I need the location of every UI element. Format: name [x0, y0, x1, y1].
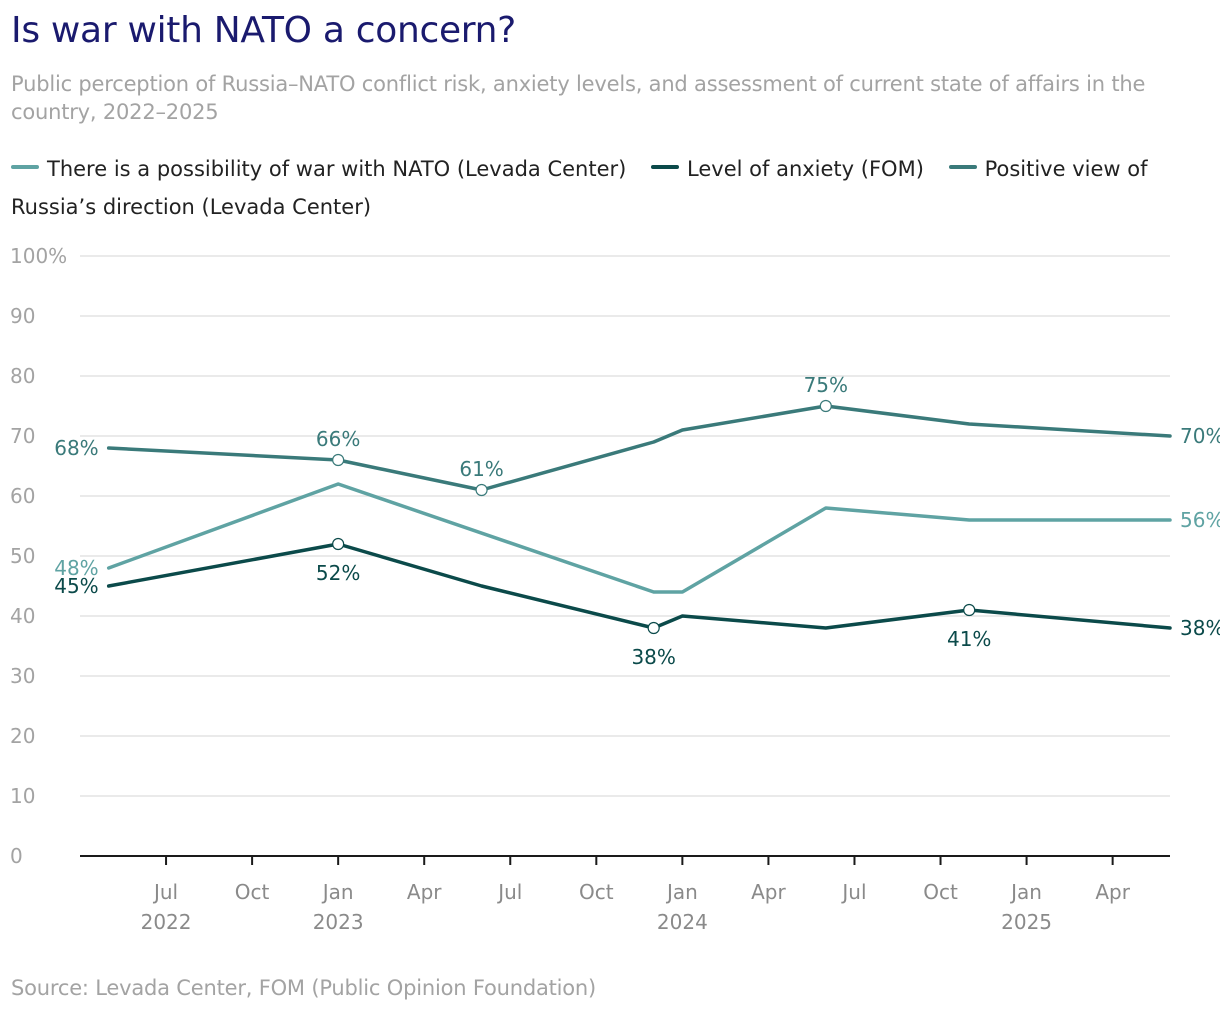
data-point-marker	[332, 537, 345, 551]
x-tick-label: Jan	[321, 880, 354, 904]
x-tick-year-label: 2023	[313, 910, 364, 934]
x-tick-label: Apr	[751, 880, 786, 904]
data-point-marker	[332, 453, 345, 467]
legend-label-war-nato: There is a possibility of war with NATO …	[47, 157, 627, 181]
data-label-positive: 75%	[804, 373, 848, 397]
y-tick-label: 50	[10, 544, 35, 568]
x-tick-label: Jul	[152, 880, 178, 904]
x-tick-label: Oct	[235, 880, 270, 904]
series-line-positive	[106, 404, 1172, 492]
data-label-anxiety: 45%	[54, 574, 98, 598]
data-label-positive: 68%	[54, 436, 98, 460]
y-tick-label: 10	[10, 784, 35, 808]
legend-swatch-war-nato	[11, 165, 39, 169]
data-point-marker	[647, 621, 660, 635]
x-tick-label: Apr	[407, 880, 442, 904]
y-tick-label: 80	[10, 364, 35, 388]
legend-swatch-anxiety	[651, 165, 680, 169]
x-tick-label: Jan	[1009, 880, 1042, 904]
x-tick-year-label: 2024	[657, 910, 708, 934]
data-label-war_nato: 48%	[54, 556, 98, 580]
x-tick-label: Jul	[840, 880, 866, 904]
y-tick-label: 30	[10, 664, 35, 688]
chart-title: Is war with NATO a concern?	[11, 10, 516, 51]
data-label-positive: 70%	[1180, 424, 1220, 448]
legend-label-positive: Positive view of Russia’s direction (Lev…	[11, 157, 1148, 219]
x-tick-year-label: 2022	[141, 910, 192, 934]
data-label-war_nato: 56%	[1180, 508, 1220, 532]
legend-item-anxiety: Level of anxiety (FOM)	[651, 157, 924, 181]
x-tick-label: Jul	[496, 880, 522, 904]
data-label-positive: 66%	[316, 427, 360, 451]
source-note: Source: Levada Center, FOM (Public Opini…	[11, 976, 597, 1000]
data-point-marker	[475, 483, 488, 497]
y-tick-label: 60	[10, 484, 35, 508]
legend-item-war-nato: There is a possibility of war with NATO …	[11, 157, 626, 181]
x-tick-label: Oct	[923, 880, 958, 904]
legend-swatch-positive	[948, 165, 977, 169]
data-point-marker	[963, 603, 976, 617]
grid-layer	[80, 255, 1170, 797]
series-layer	[106, 404, 1172, 630]
x-tick-label: Oct	[579, 880, 614, 904]
y-tick-label: 100%	[10, 244, 67, 268]
axis-layer: 0 10 20 30 40 50 60 70 80 90 100% Jul 2022 Oct Jan 2023…	[10, 244, 1170, 934]
data-label-anxiety: 38%	[631, 645, 675, 669]
data-label-anxiety: 41%	[947, 627, 991, 651]
x-tick-year-label: 2025	[1001, 910, 1052, 934]
label-layer: 48% 56% 45% 52% 38% 41% 38% 68% 66% 61% 75% 70%	[54, 373, 1220, 669]
series-line-anxiety	[106, 542, 1172, 630]
data-point-marker	[819, 399, 832, 413]
legend-label-anxiety: Level of anxiety (FOM)	[687, 157, 924, 181]
y-tick-label: 70	[10, 424, 35, 448]
y-tick-label: 0	[10, 844, 23, 868]
legend: There is a possibility of war with NATO …	[11, 150, 1211, 226]
x-tick-label: Jan	[665, 880, 698, 904]
y-tick-label: 20	[10, 724, 35, 748]
data-label-anxiety: 38%	[1180, 616, 1220, 640]
chart-subtitle: Public perception of Russia–NATO conflic…	[11, 72, 1146, 124]
data-label-positive: 61%	[459, 457, 503, 481]
x-tick-label: Apr	[1095, 880, 1130, 904]
y-tick-label: 90	[10, 304, 35, 328]
y-tick-label: 40	[10, 604, 35, 628]
legend-item-positive: Positive view of Russia’s direction (Lev…	[11, 157, 1147, 219]
data-label-anxiety: 52%	[316, 561, 360, 585]
series-line-war_nato	[106, 482, 1172, 594]
